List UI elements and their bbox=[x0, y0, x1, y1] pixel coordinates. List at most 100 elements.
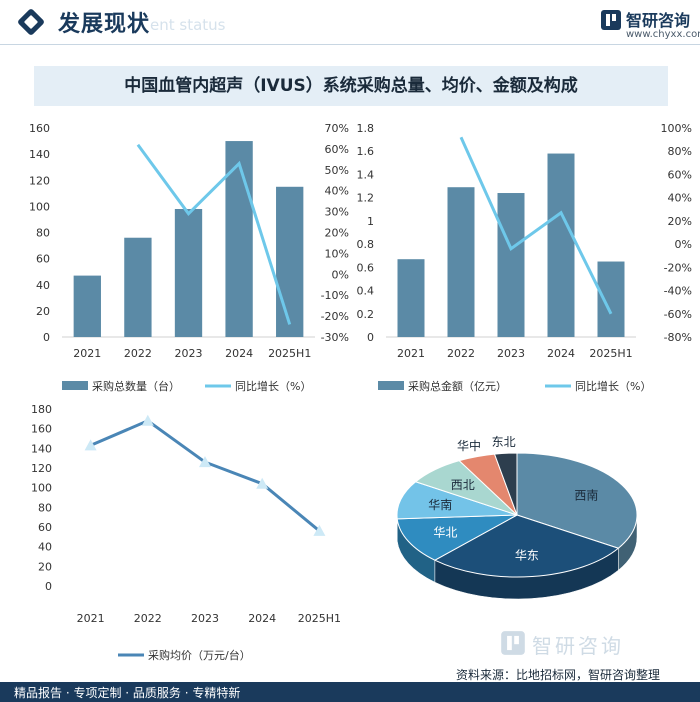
pie-slice bbox=[433, 514, 620, 578]
y-tick-label: 0.6 bbox=[357, 261, 375, 274]
pie-slice bbox=[396, 514, 518, 561]
x-tick-label: 2024 bbox=[248, 612, 276, 625]
y-tick-label: 40 bbox=[38, 541, 52, 554]
y-tick-label: 20 bbox=[38, 560, 52, 573]
y-tick-label: 180 bbox=[31, 403, 52, 416]
legend-label: 同比增长（%） bbox=[235, 379, 311, 393]
x-tick-label: 2025H1 bbox=[298, 612, 341, 625]
x-tick-label: 2021 bbox=[73, 347, 101, 360]
y-tick-label: 1.2 bbox=[357, 192, 375, 205]
y2-tick-label: 0% bbox=[332, 268, 349, 281]
y-tick-label: 160 bbox=[29, 122, 50, 135]
bar bbox=[597, 261, 625, 337]
watermark-name: 智研咨询 bbox=[532, 634, 624, 658]
pie-label: 华南 bbox=[428, 497, 452, 512]
x-tick-label: 2021 bbox=[77, 612, 105, 625]
bar bbox=[174, 208, 203, 337]
legend-label: 采购总金额（亿元） bbox=[408, 379, 507, 393]
footer-bar: 精品报告 · 专项定制 · 品质服务 · 专精特新 bbox=[0, 682, 700, 702]
legend-label: 采购总数量（台） bbox=[92, 379, 180, 393]
y2-tick-label: 40% bbox=[668, 192, 692, 205]
price-marker bbox=[84, 439, 97, 451]
pie-label: 西南 bbox=[574, 487, 598, 502]
y-tick-label: 40 bbox=[36, 279, 50, 292]
x-tick-label: 2024 bbox=[547, 347, 575, 360]
price-line bbox=[90, 419, 321, 533]
brand-url: www.chyxx.com bbox=[626, 29, 700, 40]
chart-amount: 0 0.2 0.4 0.6 0.8 1 1.2 1.4 1.6 1.8 -80% -60% -40% -2… bbox=[357, 122, 693, 393]
y2-tick-label: -60% bbox=[664, 308, 692, 321]
y-tick-label: 0.2 bbox=[357, 308, 375, 321]
brand-name: 智研咨询 bbox=[626, 11, 691, 30]
chart-price: 0 20 40 60 80 100 120 140 160 180 2021 2022 2023 2024… bbox=[31, 403, 341, 662]
bar bbox=[447, 187, 475, 337]
y-tick-label: 1.8 bbox=[357, 122, 375, 135]
legend-swatch-bar bbox=[62, 381, 88, 390]
y-tick-label: 1.4 bbox=[357, 168, 375, 181]
y2-tick-label: 0% bbox=[675, 238, 692, 251]
watermark-logo-icon bbox=[501, 631, 525, 655]
brand-logo-icon bbox=[601, 10, 621, 30]
bar bbox=[497, 193, 525, 337]
y2-tick-label: -40% bbox=[664, 285, 692, 298]
y-tick-label: 1 bbox=[367, 215, 374, 228]
price-marker bbox=[141, 414, 154, 426]
x-tick-label: 2022 bbox=[134, 612, 162, 625]
legend-label: 同比增长（%） bbox=[575, 379, 651, 393]
pie-slice bbox=[396, 481, 518, 520]
x-tick-label: 2022 bbox=[447, 347, 475, 360]
section-title: 发展现状 bbox=[58, 12, 151, 37]
y-tick-label: 60 bbox=[38, 521, 52, 534]
y2-tick-label: 40% bbox=[325, 185, 349, 198]
bar bbox=[225, 141, 253, 337]
y2-tick-label: 60% bbox=[325, 143, 349, 156]
x-tick-label: 2025H1 bbox=[268, 347, 311, 360]
y-tick-label: 160 bbox=[31, 423, 52, 436]
x-tick-label: 2025H1 bbox=[589, 347, 632, 360]
pie-label: 华中 bbox=[457, 438, 481, 453]
y2-tick-label: -10% bbox=[321, 289, 349, 302]
title-band: 中国血管内超声（IVUS）系统采购总量、均价、金额及构成 bbox=[34, 66, 668, 106]
y-tick-label: 0 bbox=[43, 331, 50, 344]
y2-tick-label: 30% bbox=[325, 206, 349, 219]
x-tick-label: 2022 bbox=[124, 347, 152, 360]
bar bbox=[73, 275, 101, 337]
y2-tick-label: 20% bbox=[325, 227, 349, 240]
x-tick-label: 2023 bbox=[191, 612, 219, 625]
header-divider bbox=[0, 44, 700, 45]
y2-tick-label: 50% bbox=[325, 164, 349, 177]
y2-tick-label: 20% bbox=[668, 215, 692, 228]
pie-label: 东北 bbox=[492, 435, 516, 449]
x-tick-label: 2023 bbox=[497, 347, 525, 360]
y-tick-label: 1.6 bbox=[357, 145, 375, 158]
y2-tick-label: 60% bbox=[668, 168, 692, 181]
y-tick-label: 100 bbox=[31, 482, 52, 495]
diamond-icon bbox=[18, 9, 44, 35]
y-tick-label: 80 bbox=[36, 227, 50, 240]
y-tick-label: 0.8 bbox=[357, 238, 375, 251]
growth-line bbox=[136, 143, 292, 325]
price-marker bbox=[256, 477, 269, 489]
y-tick-label: 0.4 bbox=[357, 285, 375, 298]
pie-label: 西北 bbox=[451, 478, 475, 492]
legend-swatch-bar bbox=[378, 381, 404, 390]
pie-label: 华东 bbox=[515, 549, 539, 563]
x-tick-label: 2024 bbox=[225, 347, 253, 360]
pie-slice bbox=[493, 452, 518, 516]
y-tick-label: 20 bbox=[36, 305, 50, 318]
y-tick-label: 140 bbox=[31, 442, 52, 455]
chart-quantity: 0 20 40 60 80 100 120 140 160 -30% -20% -10% 0% 10% 20… bbox=[29, 122, 349, 393]
bar bbox=[276, 186, 304, 337]
y-tick-label: 60 bbox=[36, 253, 50, 266]
legend-label: 采购均价（万元/台） bbox=[148, 648, 251, 662]
footer-tagline: 精品报告 · 专项定制 · 品质服务 · 专精特新 bbox=[14, 686, 241, 700]
y-tick-label: 80 bbox=[38, 501, 52, 514]
bar bbox=[547, 153, 575, 337]
header: 发展现状 ent status 智研咨询 www.chyxx.com bbox=[0, 0, 700, 46]
section-subtitle: ent status bbox=[150, 16, 226, 34]
pie-label: 华北 bbox=[433, 525, 457, 539]
x-tick-label: 2023 bbox=[175, 347, 203, 360]
bar bbox=[124, 237, 152, 337]
price-marker bbox=[313, 524, 326, 536]
